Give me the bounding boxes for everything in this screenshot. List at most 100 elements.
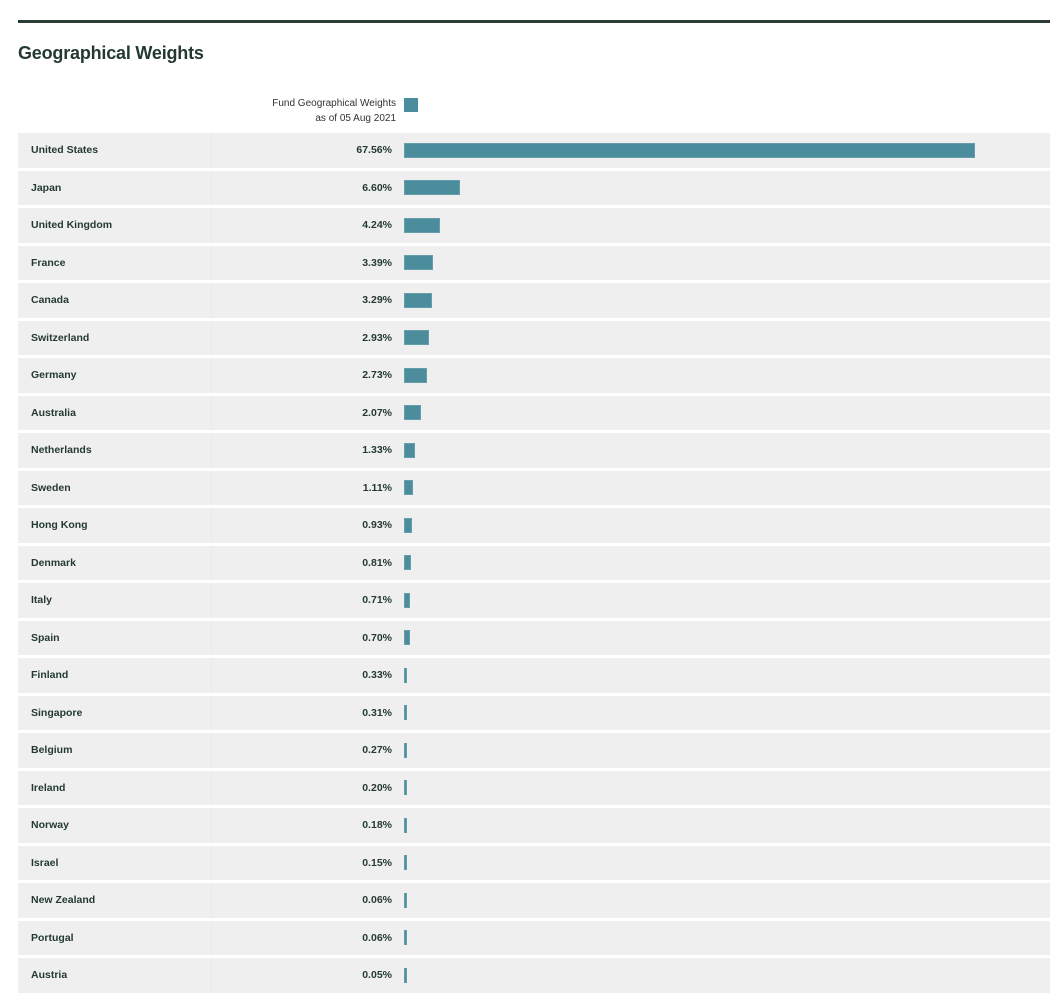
country-label: Belgium bbox=[31, 744, 73, 756]
column-divider bbox=[211, 283, 212, 318]
weight-bar bbox=[404, 180, 460, 195]
weight-bar bbox=[404, 967, 407, 983]
country-label: Hong Kong bbox=[31, 519, 88, 531]
weight-value: 0.20% bbox=[362, 781, 392, 794]
weight-value: 3.39% bbox=[362, 256, 392, 269]
country-label: Norway bbox=[31, 819, 69, 831]
country-label: Ireland bbox=[31, 781, 66, 794]
country-label: Sweden bbox=[31, 481, 71, 494]
country-label: New Zealand bbox=[31, 894, 96, 906]
weight-bar bbox=[404, 592, 410, 608]
weight-bar bbox=[404, 892, 407, 908]
weight-bar bbox=[404, 217, 440, 233]
country-label: United Kingdom bbox=[31, 219, 113, 231]
column-divider bbox=[211, 170, 212, 205]
weight-value: 0.93% bbox=[362, 519, 392, 531]
column-divider bbox=[211, 508, 212, 543]
weight-bar bbox=[404, 142, 975, 158]
column-divider bbox=[211, 433, 212, 468]
weight-value: 6.60% bbox=[362, 181, 392, 194]
country-label: Japan bbox=[31, 181, 62, 194]
table-row: Germany 2.73% bbox=[18, 358, 1050, 393]
table-row: New Zealand 0.06% bbox=[18, 883, 1050, 918]
column-divider bbox=[211, 358, 212, 393]
legend-swatch-icon bbox=[404, 98, 418, 112]
country-label: Israel bbox=[31, 856, 59, 869]
weight-bar bbox=[404, 442, 416, 458]
table-row: Netherlands 1.33% bbox=[18, 433, 1050, 468]
table-row: Belgium 0.27% bbox=[18, 733, 1050, 768]
weight-value: 67.56% bbox=[356, 144, 392, 156]
column-divider bbox=[211, 733, 212, 768]
table-row: Israel 0.15% bbox=[18, 845, 1050, 880]
table-row: Japan 6.60% bbox=[18, 170, 1050, 205]
table-row: Norway 0.18% bbox=[18, 808, 1050, 843]
weight-bar bbox=[404, 555, 411, 570]
column-divider bbox=[211, 583, 212, 618]
weight-value: 1.11% bbox=[362, 481, 392, 494]
column-divider bbox=[211, 620, 212, 655]
weight-value: 2.07% bbox=[362, 406, 392, 419]
column-divider bbox=[211, 695, 212, 730]
weight-bar bbox=[404, 855, 407, 870]
weight-value: 3.29% bbox=[362, 294, 392, 306]
country-label: Finland bbox=[31, 669, 69, 681]
weight-value: 2.73% bbox=[362, 369, 392, 381]
weight-value: 1.33% bbox=[362, 444, 392, 456]
column-divider bbox=[211, 470, 212, 505]
column-divider bbox=[211, 245, 212, 280]
weight-value: 0.71% bbox=[362, 594, 392, 606]
country-label: Canada bbox=[31, 294, 69, 306]
weight-bar bbox=[404, 292, 432, 308]
column-divider bbox=[211, 958, 212, 993]
country-label: Singapore bbox=[31, 706, 83, 719]
country-label: Germany bbox=[31, 369, 77, 381]
weights-table: United States 67.56% Japan 6.60% United … bbox=[18, 133, 1050, 996]
legend-label-line1: Fund Geographical Weights bbox=[272, 98, 396, 109]
column-divider bbox=[211, 133, 212, 168]
column-divider bbox=[211, 658, 212, 693]
table-row: Portugal 0.06% bbox=[18, 920, 1050, 955]
table-row: United States 67.56% bbox=[18, 133, 1050, 168]
weight-bar bbox=[404, 817, 407, 833]
weight-value: 0.05% bbox=[362, 969, 392, 981]
country-label: Italy bbox=[31, 594, 53, 606]
country-label: Austria bbox=[31, 969, 68, 981]
weight-value: 0.70% bbox=[362, 631, 392, 644]
country-label: Denmark bbox=[31, 556, 76, 569]
column-divider bbox=[211, 770, 212, 805]
weight-bar bbox=[404, 255, 433, 270]
weight-bar bbox=[404, 930, 407, 945]
column-divider bbox=[211, 395, 212, 430]
country-label: United States bbox=[31, 144, 99, 156]
weight-bar bbox=[404, 667, 407, 683]
column-divider bbox=[211, 883, 212, 918]
table-row: Finland 0.33% bbox=[18, 658, 1050, 693]
column-divider bbox=[211, 920, 212, 955]
weight-bar bbox=[404, 480, 414, 495]
section-top-rule bbox=[18, 20, 1050, 23]
weight-bar bbox=[404, 780, 407, 795]
country-label: Switzerland bbox=[31, 331, 90, 344]
table-row: Denmark 0.81% bbox=[18, 545, 1050, 580]
weight-value: 0.27% bbox=[362, 744, 392, 756]
weight-bar bbox=[404, 705, 407, 720]
table-row: Australia 2.07% bbox=[18, 395, 1050, 430]
country-label: Portugal bbox=[31, 931, 74, 944]
column-divider bbox=[211, 208, 212, 243]
table-row: France 3.39% bbox=[18, 245, 1050, 280]
weight-bar bbox=[404, 630, 410, 645]
weight-bar bbox=[404, 367, 428, 383]
weight-value: 4.24% bbox=[362, 219, 392, 231]
weight-bar bbox=[404, 517, 412, 533]
table-row: Spain 0.70% bbox=[18, 620, 1050, 655]
country-label: Spain bbox=[31, 631, 60, 644]
table-row: Austria 0.05% bbox=[18, 958, 1050, 993]
weight-bar bbox=[404, 405, 422, 420]
chart-legend: Fund Geographical Weights as of 05 Aug 2… bbox=[200, 96, 420, 126]
table-row: Sweden 1.11% bbox=[18, 470, 1050, 505]
column-divider bbox=[211, 545, 212, 580]
table-row: United Kingdom 4.24% bbox=[18, 208, 1050, 243]
table-row: Canada 3.29% bbox=[18, 283, 1050, 318]
table-row: Singapore 0.31% bbox=[18, 695, 1050, 730]
